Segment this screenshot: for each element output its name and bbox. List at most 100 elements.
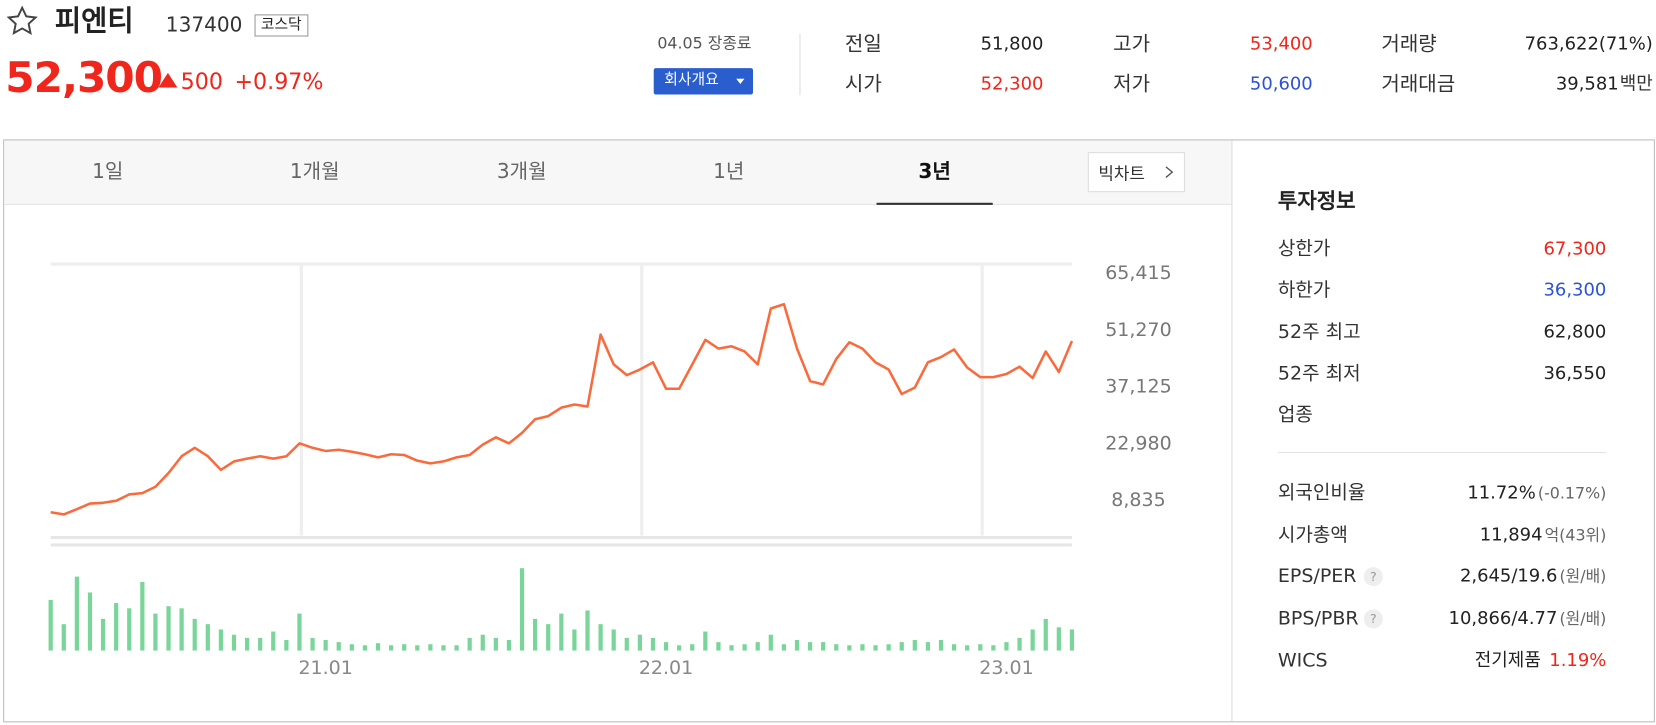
- price-change: 500: [180, 69, 223, 95]
- volume-bar: [598, 624, 603, 651]
- quote-value: 39,581: [1555, 73, 1619, 95]
- info-value: 전기제품: [1474, 650, 1541, 672]
- period-tab[interactable]: 3년: [918, 160, 951, 184]
- panel-divider: [1231, 140, 1233, 722]
- volume-bar: [244, 637, 250, 651]
- market-status: 04.05 장종료: [657, 33, 752, 53]
- price-line: [50, 302, 1074, 516]
- big-chart-label: 빅차트: [1098, 163, 1145, 184]
- volume-bar: [768, 634, 773, 651]
- volume-bar: [1056, 627, 1061, 651]
- active-tab-underline: [876, 202, 993, 205]
- volume-bar: [677, 645, 682, 651]
- quote-value: 763,622(71%): [1524, 33, 1653, 55]
- company-button[interactable]: 회사개요: [653, 68, 753, 95]
- info-value: 10,866/4.77: [1448, 608, 1558, 630]
- volume-bar: [873, 645, 878, 651]
- quote-value: 53,400: [1249, 33, 1313, 55]
- volume-bar: [847, 645, 852, 651]
- volume-bar: [127, 608, 132, 651]
- y-tick-label: 22,980: [1105, 432, 1171, 454]
- quote-value: 51,800: [980, 33, 1044, 55]
- period-tab[interactable]: 3개월: [496, 160, 547, 184]
- period-tab[interactable]: 1일: [92, 160, 124, 184]
- volume-bar: [585, 610, 590, 651]
- volume-bar: [624, 637, 629, 651]
- volume-bar: [61, 624, 66, 651]
- volume-bar: [231, 634, 237, 651]
- volume-bar: [729, 645, 734, 651]
- info-value: 36,300: [1543, 279, 1607, 302]
- stock-code: 137400: [165, 13, 243, 37]
- info-note: (원/배): [1559, 567, 1607, 587]
- volume-bar: [951, 644, 957, 651]
- info-value: 11.72%: [1467, 482, 1536, 504]
- volume-bar: [480, 634, 485, 651]
- favorite-star[interactable]: [5, 4, 39, 38]
- quote-value: 52,300: [980, 73, 1044, 95]
- info-value-box: 2,645/19.6 (원/배): [1460, 566, 1606, 588]
- info-label: 하한가: [1277, 279, 1331, 302]
- volume-bar: [925, 642, 931, 651]
- period-tab[interactable]: 1개월: [289, 160, 340, 184]
- volume-bar: [100, 618, 106, 651]
- volume-bar: [192, 618, 197, 651]
- market-badge: 코스닥: [254, 14, 309, 37]
- help-icon: ?: [1363, 609, 1383, 629]
- quote-unit: 백만: [1619, 73, 1653, 95]
- price-change-rate: +0.97%: [234, 69, 324, 95]
- info-label: EPS/PER: [1277, 565, 1357, 588]
- volume-bar: [74, 576, 79, 651]
- volume-bar: [886, 644, 891, 651]
- quote-label: 전일: [844, 32, 882, 56]
- volume-bar: [375, 643, 381, 651]
- volume-bar: [912, 639, 917, 651]
- volume-bar: [716, 642, 721, 651]
- info-label: 외국인비율: [1277, 481, 1366, 504]
- volume-bar: [467, 637, 472, 651]
- info-value-box: 67,300: [1544, 238, 1607, 260]
- volume-bar: [402, 644, 407, 651]
- info-value: 11,894: [1479, 524, 1543, 546]
- info-value-box: 10,866/4.77 (원/배): [1449, 608, 1607, 630]
- volume-bar: [388, 645, 394, 651]
- tab-bar: [4, 140, 1232, 205]
- chart-box: [3, 139, 1655, 723]
- x-tick-label: 22.01: [639, 657, 693, 679]
- volume-bar: [991, 645, 996, 651]
- volume-bar: [48, 599, 53, 651]
- volume-bar: [428, 644, 433, 651]
- panel-separator: [1277, 452, 1607, 454]
- quote-value-box: 50,600: [1250, 74, 1313, 96]
- volume-bar: [493, 637, 498, 651]
- volume-bar: [1030, 629, 1035, 651]
- info-note: 억(43위): [1544, 525, 1607, 545]
- y-tick-label: 37,125: [1105, 376, 1171, 398]
- volume-bar: [978, 644, 983, 651]
- quote-value: 50,600: [1249, 73, 1313, 95]
- stock-name: 피엔티: [54, 5, 134, 38]
- x-tick-label: 23.01: [979, 657, 1033, 679]
- volume-bar: [87, 592, 93, 651]
- info-value: 2,645/19.6: [1459, 566, 1558, 588]
- panel-title: 투자정보: [1277, 187, 1356, 214]
- big-chart-button[interactable]: 빅차트: [1087, 152, 1185, 193]
- quote-value-box: 763,622(71%): [1525, 34, 1653, 56]
- volume-bar: [546, 624, 551, 651]
- volume-bar: [663, 642, 669, 651]
- volume-bar: [284, 639, 289, 651]
- volume-bar: [1069, 629, 1075, 651]
- up-arrow: [158, 72, 178, 88]
- info-label: BPS/PBR: [1277, 607, 1359, 630]
- info-label: 52주 최저: [1277, 362, 1361, 385]
- y-tick-label: 51,270: [1105, 319, 1171, 341]
- volume-bar: [572, 629, 577, 651]
- period-tab[interactable]: 1년: [713, 160, 745, 184]
- volume-bar: [153, 613, 158, 651]
- info-value-box: 11.72% (-0.17%): [1467, 482, 1606, 504]
- volume-bar: [271, 631, 276, 651]
- volume-bar: [611, 629, 616, 651]
- info-value-box: 11,894 억(43위): [1480, 524, 1607, 546]
